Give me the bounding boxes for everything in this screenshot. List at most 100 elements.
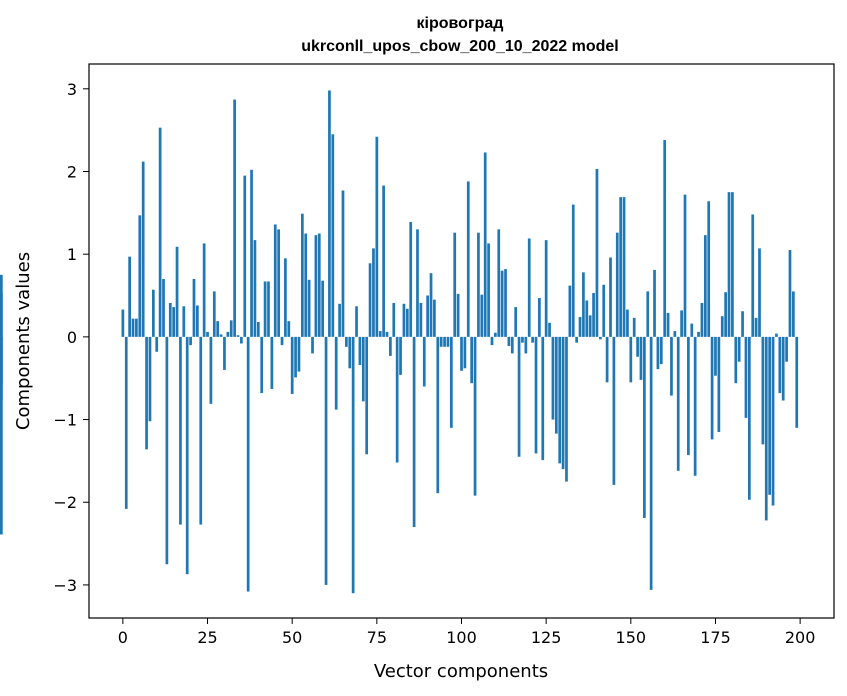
bar [588, 315, 592, 337]
bar [212, 291, 216, 337]
bar [690, 323, 694, 337]
bar [226, 331, 230, 337]
bar [578, 317, 582, 337]
bar [246, 336, 250, 592]
bar [216, 321, 220, 337]
bar [300, 213, 304, 337]
bar [223, 336, 226, 370]
bar [629, 336, 633, 383]
bar [531, 336, 534, 343]
bar [456, 293, 460, 337]
bar [673, 331, 677, 337]
bar [460, 336, 463, 371]
bar [771, 336, 775, 506]
bar [145, 336, 148, 450]
bar [514, 307, 518, 337]
bar [720, 316, 724, 337]
bar [348, 336, 352, 369]
bar [382, 185, 385, 337]
bar [311, 336, 314, 354]
bar [358, 336, 362, 365]
bar [385, 331, 389, 337]
bar [304, 233, 308, 337]
bar [558, 336, 562, 464]
bar [267, 281, 270, 337]
bar [775, 333, 778, 337]
bar [443, 336, 446, 347]
bar-series [0, 90, 799, 594]
bar [294, 336, 297, 378]
bar [571, 204, 575, 337]
bar [548, 322, 551, 337]
y-tick-label: 1 [67, 245, 77, 264]
bar [507, 336, 511, 346]
bar [219, 334, 223, 337]
bar [497, 229, 501, 337]
bar [768, 336, 772, 495]
bar [405, 308, 409, 337]
bar [162, 278, 165, 337]
bar [341, 190, 345, 337]
bar [280, 336, 284, 346]
bar [355, 306, 358, 337]
bar [707, 201, 711, 337]
bar [409, 221, 413, 337]
bar [297, 336, 301, 372]
bar [761, 336, 765, 445]
bar [544, 240, 548, 337]
bar [470, 336, 474, 384]
x-tick-label: 0 [118, 628, 128, 647]
bar [331, 134, 335, 337]
bar [700, 302, 704, 337]
bar [284, 258, 287, 337]
bar [602, 284, 606, 337]
bar [148, 336, 152, 422]
bar [737, 336, 741, 362]
bar [626, 309, 629, 337]
x-axis-label: Vector components [374, 661, 548, 682]
bar [250, 169, 253, 337]
bar [565, 336, 568, 482]
bar [429, 273, 433, 337]
bar [551, 336, 555, 420]
bar [676, 336, 680, 471]
bar [463, 336, 467, 369]
x-tick-label: 25 [197, 628, 217, 647]
bar [233, 99, 236, 337]
y-tick-label: −2 [53, 493, 77, 512]
bar [277, 229, 280, 337]
bar [185, 336, 189, 575]
bar [321, 280, 325, 337]
bar [151, 289, 155, 337]
bar [351, 336, 355, 594]
bar [744, 336, 748, 418]
bar [480, 294, 484, 337]
bar [697, 331, 700, 337]
bar [128, 256, 131, 337]
bar [436, 336, 440, 494]
chart-title: кіровоград [417, 15, 504, 32]
x-tick-label: 125 [531, 628, 562, 647]
bar [710, 336, 714, 440]
bar [612, 336, 616, 485]
bar [155, 336, 159, 352]
bar [0, 293, 3, 337]
bar [253, 240, 257, 337]
bar [158, 127, 162, 337]
bar [639, 336, 643, 380]
bar [121, 309, 125, 337]
y-tick-label: −1 [53, 411, 77, 430]
bar [714, 336, 717, 376]
bar [747, 336, 751, 500]
bar [680, 310, 683, 337]
bar [622, 197, 626, 337]
bar [764, 336, 768, 521]
x-tick-label: 75 [367, 628, 387, 647]
bar [131, 318, 135, 337]
bar [517, 336, 521, 457]
bar [541, 336, 545, 461]
bar [670, 336, 673, 396]
bar [477, 232, 480, 337]
bar [703, 235, 707, 337]
x-axis-ticks: 0 25 50 75 100 125 150 175 200 [118, 618, 815, 647]
